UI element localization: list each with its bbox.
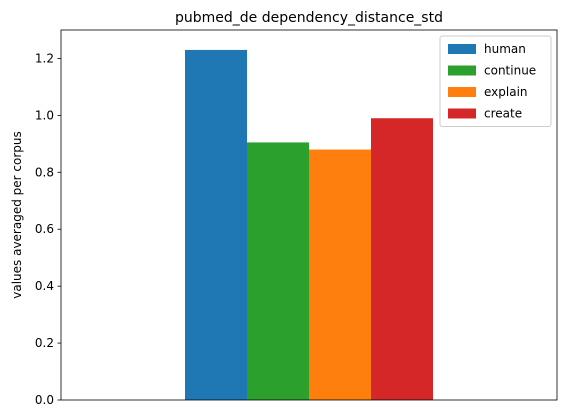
y-axis-label: values averaged per corpus (10, 131, 24, 299)
legend-label-explain: explain (484, 85, 528, 99)
legend: human continue explain create (439, 35, 552, 127)
chart-title: pubmed_de dependency_distance_std (175, 10, 443, 26)
legend-swatch-explain (448, 87, 476, 97)
legend-label-human: human (484, 42, 526, 56)
y-axis-ticks: 0.0 0.2 0.4 0.6 0.8 1.0 1.2 (35, 51, 61, 407)
y-tick-label: 1.2 (35, 51, 54, 65)
bar-explain (309, 149, 371, 400)
legend-label-continue: continue (484, 64, 536, 78)
y-tick-label: 0.8 (35, 165, 54, 179)
plot-frame (60, 29, 558, 401)
y-tick-label: 0.2 (35, 336, 54, 350)
legend-swatch-human (448, 44, 476, 54)
y-tick-label: 0.6 (35, 222, 54, 236)
legend-swatch-continue (448, 65, 476, 76)
legend-label-create: create (484, 107, 522, 121)
legend-box (439, 35, 552, 127)
bar-create (371, 118, 433, 400)
bar-human (185, 49, 247, 401)
y-tick-label: 1.0 (35, 108, 54, 122)
bars-group (185, 49, 433, 401)
bar-continue (247, 142, 309, 400)
legend-swatch-create (448, 108, 476, 119)
y-tick-label: 0.4 (35, 279, 54, 293)
y-tick-label: 0.0 (35, 393, 54, 407)
